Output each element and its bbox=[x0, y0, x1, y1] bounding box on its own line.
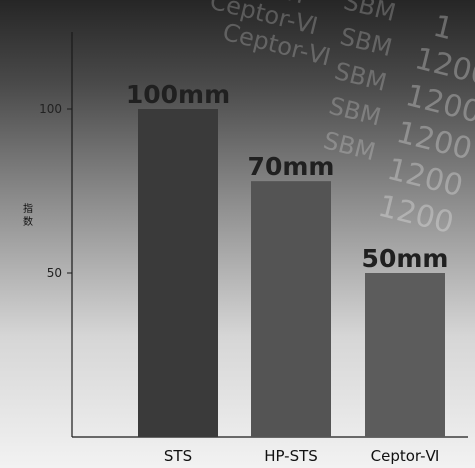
y-tick-label: 100 bbox=[39, 102, 62, 116]
decor-code-text: SBM bbox=[332, 57, 390, 97]
data-label: 100mm bbox=[126, 80, 230, 109]
decor-code-text: SBM bbox=[326, 92, 384, 132]
decor-code-text: SBM bbox=[337, 22, 395, 62]
x-tick-label: HP-STS bbox=[264, 447, 318, 465]
decor-number-text: 1 bbox=[430, 9, 457, 48]
data-label: 70mm bbox=[248, 152, 335, 181]
y-axis-label: 数 bbox=[23, 215, 33, 228]
x-tick-label: STS bbox=[164, 447, 192, 465]
y-axis-label: 指 bbox=[23, 202, 33, 215]
y-tick-label: 50 bbox=[47, 266, 62, 280]
bar-hp-sts bbox=[251, 181, 331, 437]
bar-ceptor- bbox=[365, 273, 445, 437]
data-label: 50mm bbox=[362, 244, 449, 273]
x-tick-label: Ceptor-Ⅵ bbox=[371, 447, 440, 465]
bar-sts bbox=[138, 109, 218, 437]
